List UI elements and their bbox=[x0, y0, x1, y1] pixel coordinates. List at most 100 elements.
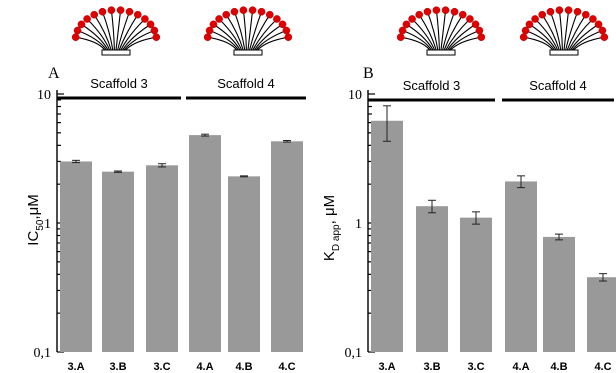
dendrimer-terminal-dot bbox=[215, 15, 223, 23]
dendrimer-terminal-dot bbox=[107, 6, 116, 14]
dendrimer-terminal-dot bbox=[600, 33, 609, 41]
dendrimer-terminal-dot bbox=[230, 7, 239, 16]
panel-a-bar-4.A bbox=[189, 135, 221, 352]
dendrimer-terminal-dot bbox=[581, 10, 590, 19]
panel-b-y-tick-label: 1 bbox=[355, 217, 362, 232]
dendrimer-base bbox=[101, 49, 131, 56]
dendrimer-terminal-dot bbox=[432, 6, 441, 14]
ylabel-tail: , μM bbox=[321, 195, 338, 224]
dendrimer-branch bbox=[440, 10, 447, 51]
dendrimer-terminal-dot bbox=[555, 6, 564, 14]
dendrimer-terminal-dot bbox=[248, 6, 257, 14]
dendrimer-base bbox=[426, 49, 456, 56]
dendrimer-terminal-dot bbox=[564, 6, 573, 14]
panel-b-letter: B bbox=[363, 65, 374, 82]
dendrimer-terminal-dot bbox=[278, 20, 287, 29]
panel-a-y-tick-label: 10 bbox=[37, 88, 51, 103]
panel-a-group-label-1: Scaffold 4 bbox=[217, 76, 275, 91]
dendrimer-terminal-dot bbox=[205, 26, 214, 35]
dendrimer-terminal-dot bbox=[282, 26, 291, 35]
dendrimer-terminal-dot bbox=[525, 20, 534, 29]
panel-a-bar-3.B bbox=[102, 171, 134, 352]
panel-b-bar-3.A bbox=[371, 120, 403, 353]
dendrimer-terminal-dot bbox=[471, 20, 480, 29]
dendrimer-terminal-dot bbox=[273, 15, 281, 23]
panel-b-x-tick-label-3.B: 3.B bbox=[423, 361, 440, 373]
dendrimer-terminal-dot bbox=[450, 7, 459, 16]
panel-a-y-tick-label: 0,1 bbox=[34, 346, 52, 361]
panel-a-x-tick-label-3.C: 3.C bbox=[153, 361, 170, 373]
panel-a-bar-4.B bbox=[228, 176, 260, 352]
panel-a-dendrimer-1 bbox=[203, 6, 293, 56]
dendrimer-terminal-dot bbox=[257, 7, 266, 16]
panel-b-group-label-0: Scaffold 3 bbox=[403, 78, 461, 93]
panel-a-bar-3.C bbox=[146, 165, 178, 352]
dendrimer-branch bbox=[247, 10, 254, 51]
dendrimer-terminal-dot bbox=[71, 33, 80, 41]
panel-a-y-axis-label: IC50,μM bbox=[25, 194, 46, 245]
panel-b-bar-4.A bbox=[505, 181, 537, 352]
dendrimer-terminal-dot bbox=[209, 20, 218, 29]
panel-b-bar-3.B bbox=[416, 206, 448, 352]
dendrimer-terminal-dot bbox=[589, 15, 597, 23]
dendrimer-terminal-dot bbox=[519, 33, 528, 41]
panel-b-x-tick-label-3.A: 3.A bbox=[378, 361, 395, 373]
dendrimer-terminal-dot bbox=[458, 10, 467, 19]
panel-b-y-tick-label: 0,1 bbox=[345, 346, 363, 361]
panel-a-x-tick-label-4.C: 4.C bbox=[278, 361, 295, 373]
panel-a-group-label-0: Scaffold 3 bbox=[90, 76, 148, 91]
dendrimer-terminal-dot bbox=[98, 7, 107, 16]
ylabel-subscript: D app bbox=[331, 224, 342, 251]
panel-a-bar-4.C bbox=[271, 141, 303, 352]
ylabel-main: IC bbox=[25, 231, 42, 246]
panel-a-dendrimer-0 bbox=[71, 6, 161, 56]
panel-b-bar-3.C bbox=[460, 217, 492, 352]
panel-a-x-tick-label-3.A: 3.A bbox=[67, 361, 84, 373]
dendrimer-terminal-dot bbox=[396, 33, 405, 41]
dendrimer-terminal-dot bbox=[141, 15, 149, 23]
dendrimer-terminal-dot bbox=[152, 33, 161, 41]
dendrimer-terminal-dot bbox=[423, 7, 432, 16]
panel-b: B Scaffold 3 Scaffold 4 10 1 0,1 KD app, μM 3.A… bbox=[321, 6, 616, 373]
panel-b-y-axis-label: KD app, μM bbox=[321, 195, 342, 261]
panel-a-letter: A bbox=[48, 65, 60, 82]
dendrimer-terminal-dot bbox=[475, 26, 484, 35]
panel-a-bar-3.A bbox=[60, 161, 92, 352]
panel-a-y-tick-label: 1 bbox=[44, 217, 51, 232]
dendrimer-terminal-dot bbox=[146, 20, 155, 29]
dendrimer-terminal-dot bbox=[77, 20, 86, 29]
dendrimer-terminal-dot bbox=[83, 15, 91, 23]
dendrimer-terminal-dot bbox=[441, 6, 450, 14]
panel-a-x-tick-label-4.B: 4.B bbox=[235, 361, 252, 373]
dendrimer-terminal-dot bbox=[239, 6, 248, 14]
dendrimer-branch bbox=[115, 10, 122, 51]
dendrimer-terminal-dot bbox=[546, 7, 555, 16]
dendrimer-terminal-dot bbox=[284, 33, 293, 41]
dendrimer-branch bbox=[563, 10, 570, 51]
dendrimer-terminal-dot bbox=[598, 26, 607, 35]
dendrimer-terminal-dot bbox=[402, 20, 411, 29]
dendrimer-terminal-dot bbox=[538, 10, 547, 19]
panel-b-dendrimer-1 bbox=[519, 6, 609, 56]
panel-b-x-tick-label-4.B: 4.B bbox=[550, 361, 567, 373]
panel-a-x-tick-label-4.A: 4.A bbox=[196, 361, 213, 373]
panel-b-x-tick-label-4.A: 4.A bbox=[512, 361, 529, 373]
panel-b-x-tick-label-3.C: 3.C bbox=[467, 361, 484, 373]
ylabel-tail: ,μM bbox=[25, 194, 42, 219]
dendrimer-terminal-dot bbox=[408, 15, 416, 23]
dendrimer-terminal-dot bbox=[133, 10, 142, 19]
panel-b-dendrimer-0 bbox=[396, 6, 486, 56]
dendrimer-base bbox=[233, 49, 263, 56]
panel-b-y-tick-label: 10 bbox=[348, 88, 362, 103]
dendrimer-terminal-dot bbox=[90, 10, 99, 19]
panel-a: A Scaffold 3 Scaffold 4 10 1 0,1 IC50,μM 3.A 3.B… bbox=[25, 6, 306, 373]
panel-b-group-label-1: Scaffold 4 bbox=[529, 78, 587, 93]
dendrimer-terminal-dot bbox=[73, 26, 82, 35]
dendrimer-terminal-dot bbox=[203, 33, 212, 41]
dendrimer-terminal-dot bbox=[415, 10, 424, 19]
panel-a-x-tick-label-3.B: 3.B bbox=[109, 361, 126, 373]
dendrimer-base bbox=[549, 49, 579, 56]
ylabel-subscript: 50 bbox=[35, 219, 46, 231]
panel-b-bar-4.B bbox=[543, 236, 575, 352]
dendrimer-terminal-dot bbox=[116, 6, 125, 14]
